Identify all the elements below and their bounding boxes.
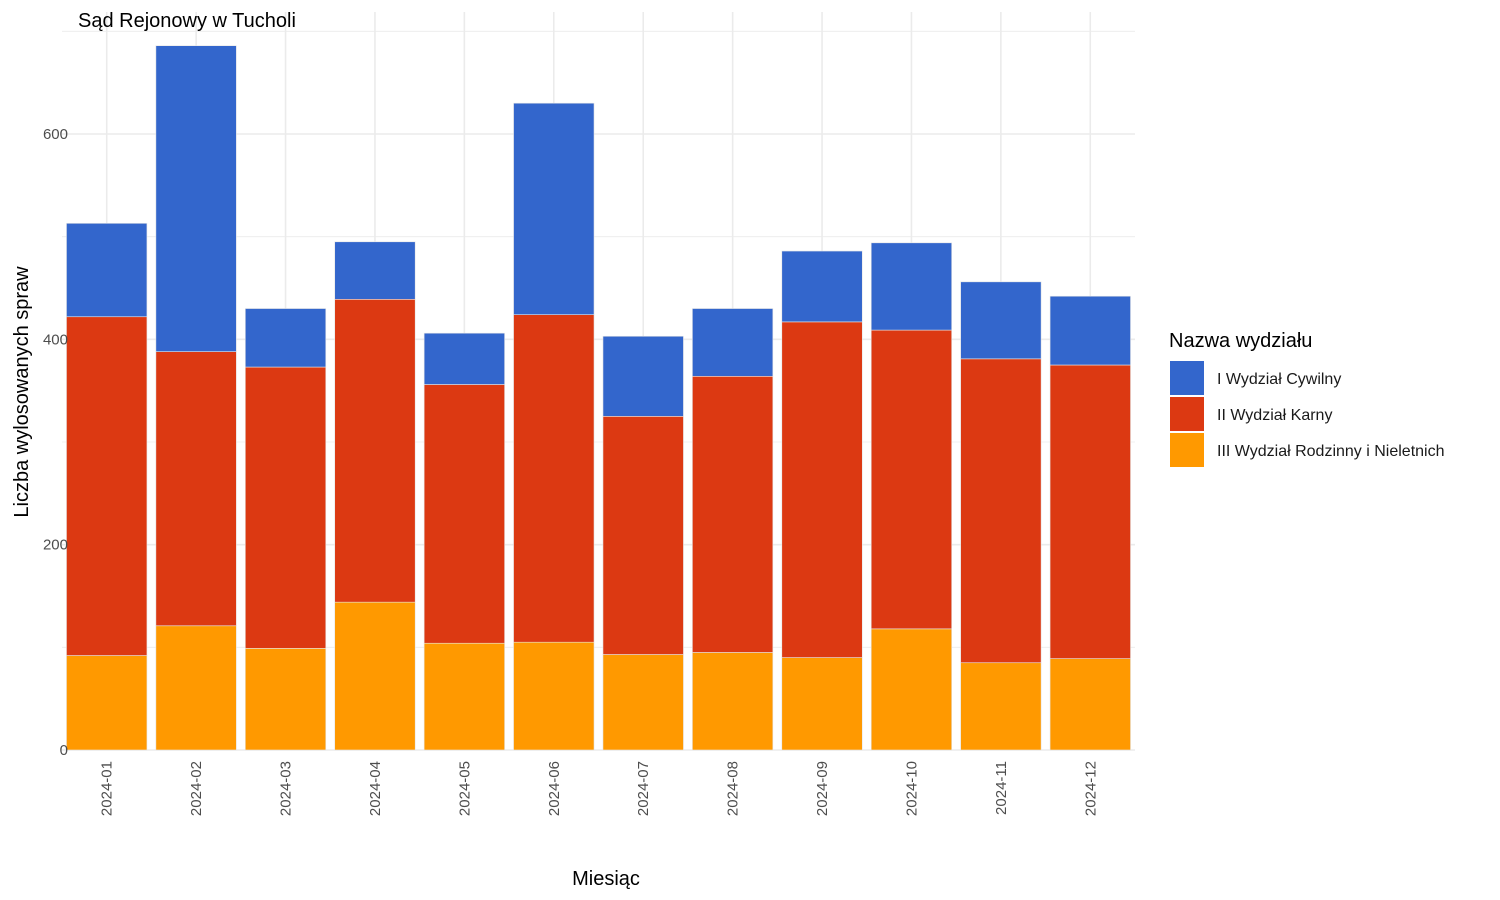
legend-items: I Wydział Cywilny II Wydział Karny III Wyd…	[1170, 361, 1445, 467]
legend-item: II Wydział Karny	[1170, 397, 1332, 431]
legend-swatch	[1170, 361, 1204, 395]
bar-segment	[513, 641, 595, 751]
bar-layer	[66, 45, 1131, 751]
legend: Nazwa wydziału I Wydział Cywilny II Wydzi…	[1169, 330, 1445, 467]
bar-segment	[1049, 295, 1131, 366]
legend-item: I Wydział Cywilny	[1170, 361, 1341, 395]
bar-segment	[870, 628, 952, 751]
bar-segment	[66, 655, 148, 751]
x-tick-label: 2024-12	[1082, 761, 1099, 816]
legend-label: I Wydział Cywilny	[1217, 371, 1341, 388]
x-tick-label: 2024-03	[278, 761, 295, 816]
x-tick-label: 2024-06	[546, 761, 563, 816]
bar-segment	[870, 242, 952, 331]
bar-segment	[245, 366, 327, 649]
bar-segment	[602, 335, 684, 417]
x-tick-label: 2024-09	[814, 761, 831, 816]
bar-segment	[423, 384, 505, 644]
legend-item: III Wydział Rodzinny i Nieletnich	[1170, 433, 1445, 467]
bar-segment	[1049, 658, 1131, 751]
y-axis-title: Liczba wylosowanych spraw	[11, 266, 33, 518]
x-tick-label: 2024-01	[99, 761, 116, 816]
bar-segment	[602, 416, 684, 655]
bar-segment	[245, 648, 327, 751]
bar-segment	[870, 329, 952, 630]
y-tick-label: 200	[43, 537, 68, 554]
bar-segment	[334, 298, 416, 603]
x-tick-label: 2024-08	[725, 761, 742, 816]
bar-segment	[513, 314, 595, 643]
bar-segment	[334, 241, 416, 300]
bar-segment	[155, 625, 237, 751]
chart-title: Sąd Rejonowy w Tucholi	[78, 10, 296, 32]
x-tick-label: 2024-02	[188, 761, 205, 816]
bar-segment	[781, 657, 863, 751]
bar-segment	[602, 654, 684, 751]
bar-segment	[423, 332, 505, 385]
x-tick-label: 2024-10	[903, 761, 920, 816]
bar-segment	[155, 351, 237, 627]
bar-segment	[692, 308, 774, 377]
bar-segment	[692, 375, 774, 653]
y-tick-label: 0	[60, 742, 68, 759]
bar-segment	[781, 250, 863, 323]
bar-segment	[513, 102, 595, 315]
legend-title: Nazwa wydziału	[1169, 330, 1312, 352]
legend-swatch	[1170, 433, 1204, 467]
bar-segment	[155, 45, 237, 352]
bar-segment	[334, 601, 416, 751]
bar-segment	[960, 358, 1042, 664]
x-tick-label: 2024-11	[993, 761, 1010, 815]
bar-segment	[66, 316, 148, 656]
bar-segment	[960, 662, 1042, 751]
bar-segment	[781, 321, 863, 658]
bar-segment	[960, 281, 1042, 360]
bar-segment	[66, 223, 148, 318]
bar-segment	[245, 308, 327, 368]
y-tick-label: 600	[43, 126, 68, 143]
bar-segment	[1049, 364, 1131, 659]
legend-label: III Wydział Rodzinny i Nieletnich	[1217, 443, 1445, 460]
x-axis-title: Miesiąc	[572, 868, 640, 890]
bar-segment	[692, 652, 774, 751]
x-tick-label: 2024-07	[635, 761, 652, 816]
legend-label: II Wydział Karny	[1217, 407, 1332, 424]
x-tick-label: 2024-05	[456, 761, 473, 816]
y-tick-label: 400	[43, 331, 68, 348]
axis-layer: 0 200 400 600 2024-01 2024-02 2024-03 2024-04 20…	[43, 126, 1099, 816]
bar-segment	[423, 642, 505, 751]
legend-swatch	[1170, 397, 1204, 431]
x-tick-label: 2024-04	[367, 761, 384, 816]
